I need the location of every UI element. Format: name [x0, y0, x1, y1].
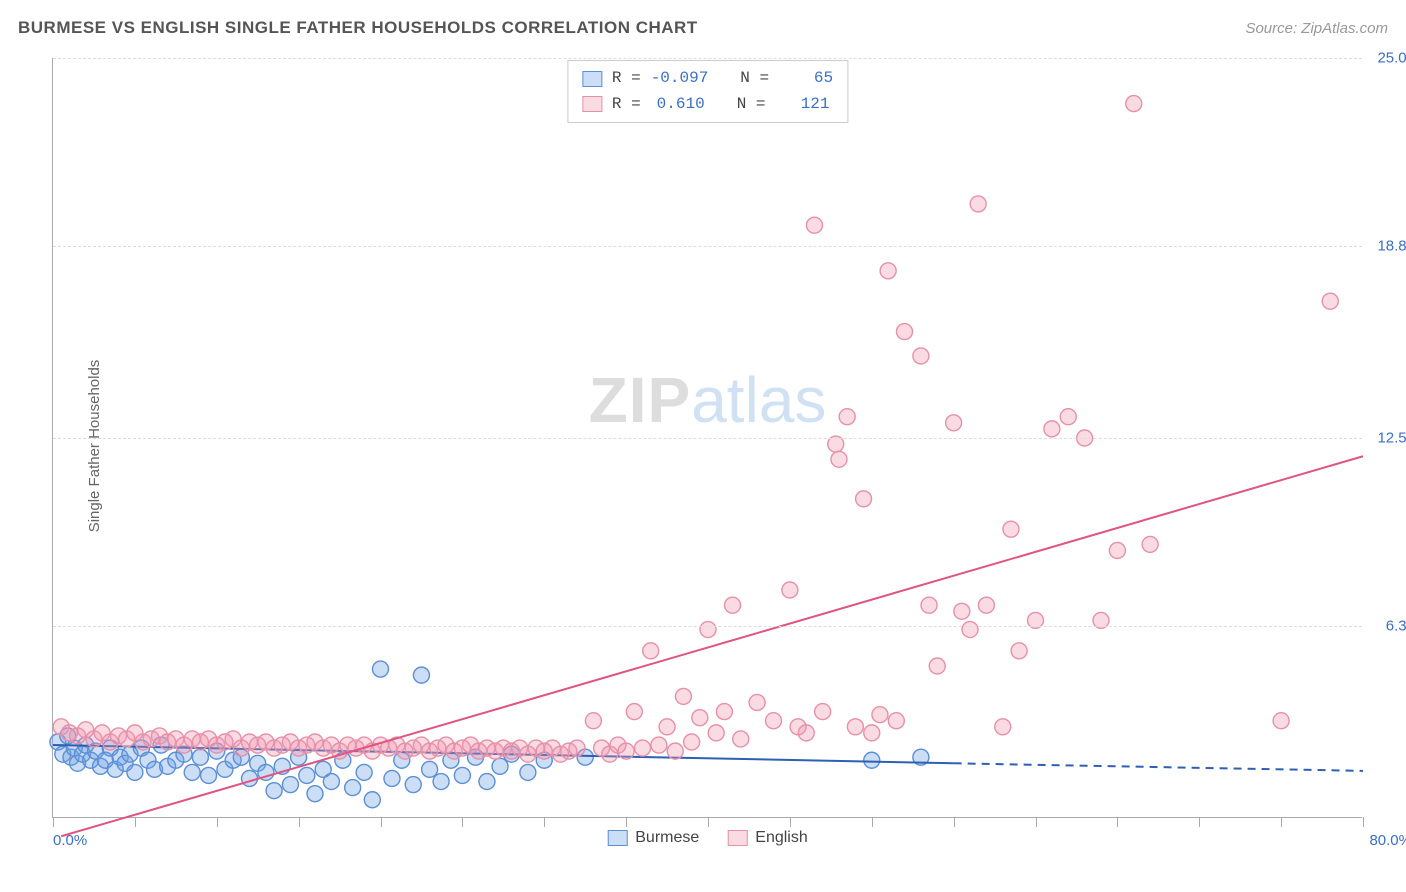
x-max-label: 80.0% [1369, 832, 1406, 849]
swatch-burmese [607, 830, 627, 846]
swatch-english [727, 830, 747, 846]
y-tick-label: 12.5% [1377, 430, 1406, 447]
legend-label-burmese: Burmese [635, 829, 699, 847]
r-value-english: 0.610 [651, 92, 705, 118]
r-value-burmese: -0.097 [651, 66, 709, 92]
swatch-english [582, 96, 602, 112]
n-label: N = [740, 66, 769, 92]
source-attribution: Source: ZipAtlas.com [1245, 20, 1388, 37]
legend-label-english: English [755, 829, 807, 847]
n-label: N = [737, 92, 766, 118]
r-label: R = [612, 66, 641, 92]
y-tick-label: 18.8% [1377, 238, 1406, 255]
x-min-label: 0.0% [53, 832, 87, 849]
n-value-english: 121 [776, 92, 830, 118]
stats-row-english: R = 0.610 N = 121 [582, 92, 833, 118]
legend-item-english: English [727, 829, 807, 847]
plot-area: R = -0.097 N = 65 R = 0.610 N = 121 ZIPa… [52, 58, 1362, 818]
n-value-burmese: 65 [779, 66, 833, 92]
stats-row-burmese: R = -0.097 N = 65 [582, 66, 833, 92]
chart-title: BURMESE VS ENGLISH SINGLE FATHER HOUSEHO… [18, 18, 698, 38]
stats-legend: R = -0.097 N = 65 R = 0.610 N = 121 [567, 60, 848, 123]
legend-item-burmese: Burmese [607, 829, 699, 847]
y-tick-label: 6.3% [1386, 618, 1406, 635]
swatch-burmese [582, 71, 602, 87]
r-label: R = [612, 92, 641, 118]
bottom-legend: Burmese English [607, 829, 808, 847]
y-tick-label: 25.0% [1377, 50, 1406, 67]
